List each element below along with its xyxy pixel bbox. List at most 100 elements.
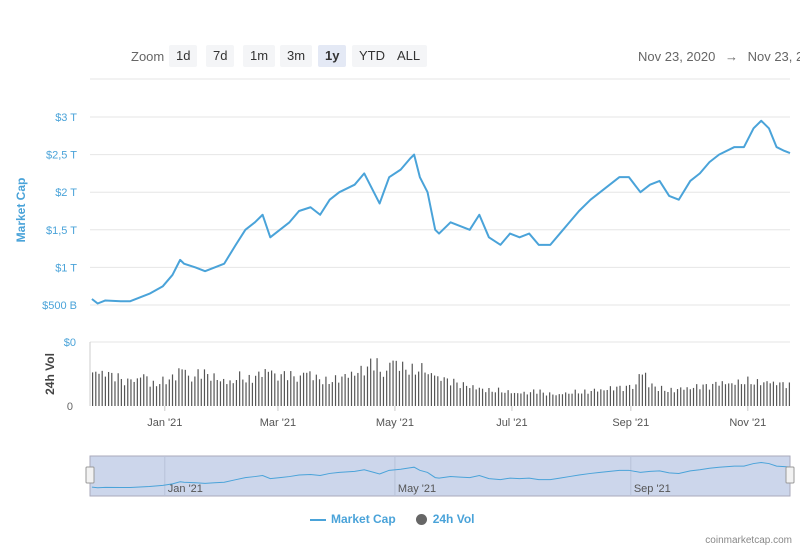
volume-bar xyxy=(178,368,180,406)
volume-bar xyxy=(120,378,122,406)
volume-bar xyxy=(270,370,273,406)
volume-bar xyxy=(481,388,484,406)
volume-bar xyxy=(766,381,768,406)
volume-bar xyxy=(322,384,324,406)
zoom-all-button[interactable]: ALL xyxy=(390,45,428,67)
volume-bar xyxy=(299,375,301,406)
volume-bar xyxy=(561,394,564,406)
zoom-1m-button[interactable]: 1m xyxy=(243,45,276,67)
volume-bar xyxy=(232,383,234,406)
volume-bar xyxy=(418,371,420,406)
zoom-7d-button[interactable]: 7d xyxy=(206,45,235,67)
zoom-3m-button[interactable]: 3m xyxy=(280,45,313,67)
volume-bar xyxy=(593,388,596,406)
volume-bar xyxy=(587,393,589,406)
legend-volume[interactable]: 24h Vol xyxy=(415,512,474,526)
volume-bar xyxy=(216,379,218,406)
volume-bar xyxy=(603,390,605,406)
navigator-selection xyxy=(89,455,791,497)
volume-bar xyxy=(152,380,154,406)
volume-bar xyxy=(203,369,206,406)
volume-bar xyxy=(95,371,97,406)
zoom-ytd-button[interactable]: YTD xyxy=(352,45,392,67)
volume-bar xyxy=(191,381,193,406)
volume-bar xyxy=(536,393,538,406)
volume-bar xyxy=(616,386,618,406)
navigator-tick-label: Sep '21 xyxy=(634,483,671,495)
volume-bar xyxy=(251,382,254,406)
volume-bar xyxy=(660,385,663,406)
volume-bar xyxy=(101,370,103,406)
volume-bar xyxy=(168,379,170,406)
volume-bar xyxy=(776,385,778,406)
volume-bar xyxy=(373,370,375,406)
volume-bar xyxy=(760,385,762,406)
date-range[interactable]: Nov 23, 2020 → Nov 23, 2021 xyxy=(638,49,800,64)
volume-bar xyxy=(712,383,714,406)
volume-bar xyxy=(708,389,711,406)
volume-bar xyxy=(772,381,775,406)
volume-bar xyxy=(456,382,458,406)
volume-bar xyxy=(223,378,225,406)
volume-bar xyxy=(686,387,688,406)
volume-bar xyxy=(302,372,305,406)
volume-bar xyxy=(235,380,238,406)
volume-bar xyxy=(398,370,401,406)
volume-bar xyxy=(504,392,506,406)
volume-bar xyxy=(619,385,621,406)
volume-bar xyxy=(750,384,752,406)
volume-bar xyxy=(609,386,612,406)
volume-bar xyxy=(290,371,292,406)
zoom-1d-button[interactable]: 1d xyxy=(169,45,198,67)
volume-bar xyxy=(740,384,743,406)
volume-bar xyxy=(175,380,177,406)
volume-bar xyxy=(210,380,212,406)
volume-bar xyxy=(558,394,560,406)
volume-bar xyxy=(136,378,138,406)
volume-bar xyxy=(533,389,535,406)
volume-bar xyxy=(632,388,634,406)
volume-bar xyxy=(430,373,433,406)
volume-bar xyxy=(194,376,196,406)
volume-bar xyxy=(676,389,679,406)
volume-bar xyxy=(146,376,148,406)
volume-bar xyxy=(427,374,429,406)
volume-bar xyxy=(414,374,417,406)
volume-bar xyxy=(507,390,509,406)
volume-bar xyxy=(197,369,199,406)
zoom-1y-button[interactable]: 1y xyxy=(318,45,347,67)
volume-bar xyxy=(392,360,394,406)
range-end[interactable]: Nov 23, 2021 xyxy=(747,49,800,64)
volume-bar xyxy=(239,371,241,406)
volume-bar xyxy=(226,384,228,406)
volume-bar xyxy=(207,374,209,406)
legend-market-cap[interactable]: Market Cap xyxy=(310,512,396,526)
volume-bar xyxy=(721,381,723,406)
volume-bar xyxy=(600,389,602,406)
volume-bar xyxy=(159,384,161,406)
y-tick-label: $1,5 T xyxy=(46,225,77,237)
volume-bar xyxy=(318,379,321,406)
volume-bar xyxy=(731,383,733,406)
zoom-label: Zoom xyxy=(131,49,165,64)
volume-bar xyxy=(571,393,573,406)
volume-bar xyxy=(549,392,551,406)
range-start[interactable]: Nov 23, 2020 xyxy=(638,49,716,64)
volume-bar xyxy=(657,391,659,406)
volume-bar xyxy=(328,383,330,406)
navigator-right-handle[interactable] xyxy=(785,466,795,484)
volume-bar xyxy=(149,386,151,406)
volume-bar xyxy=(641,374,643,406)
volume-bar xyxy=(274,373,276,406)
navigator-left-handle[interactable] xyxy=(85,466,95,484)
volume-bar xyxy=(510,393,512,406)
volume-bar xyxy=(523,391,525,406)
volume-bar xyxy=(494,392,496,406)
volume-bar xyxy=(488,388,490,406)
volume-bar xyxy=(213,373,215,406)
volume-bar xyxy=(309,371,311,406)
volume-bar xyxy=(565,392,567,406)
credit: coinmarketcap.com xyxy=(705,535,792,546)
volume-bar xyxy=(155,386,158,406)
